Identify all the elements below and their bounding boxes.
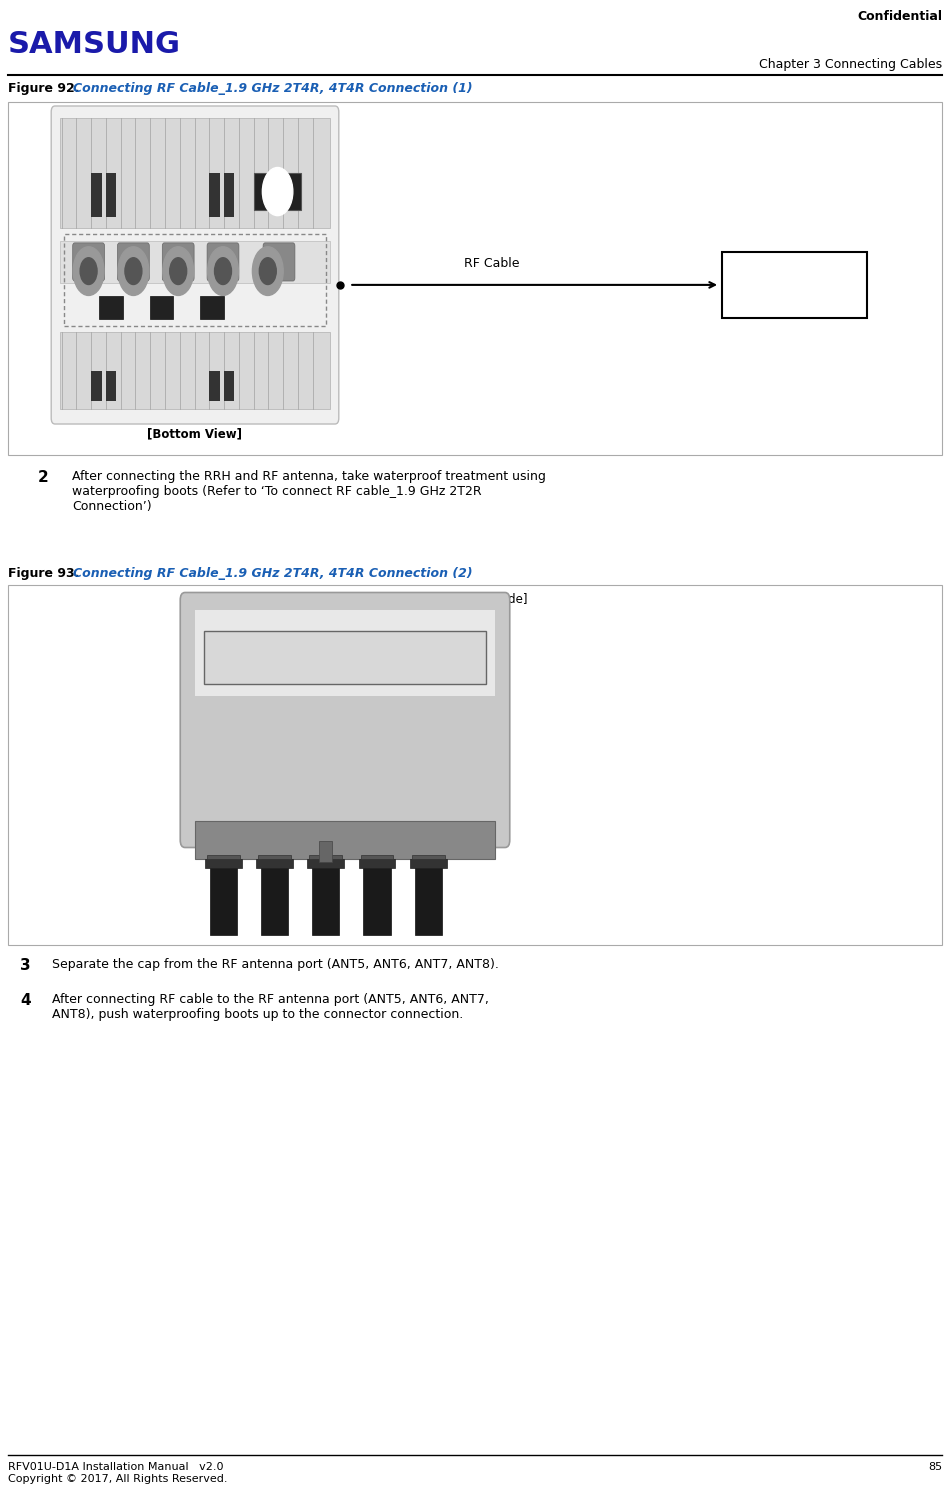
Bar: [359, 859, 395, 868]
Bar: [310, 854, 342, 859]
Text: RFV01U-D1A Installation Manual   v2.0
Copyright © 2017, All Rights Reserved.: RFV01U-D1A Installation Manual v2.0 Copy…: [8, 1462, 227, 1483]
Circle shape: [125, 258, 142, 285]
Bar: [411, 854, 445, 859]
Bar: [722, 252, 867, 318]
Bar: [209, 371, 219, 401]
Text: Separate the cap from the RF antenna port (ANT5, ANT6, ANT7, ANT8).: Separate the cap from the RF antenna por…: [52, 958, 499, 971]
Bar: [361, 854, 393, 859]
Text: [Bottom View]: [Bottom View]: [147, 426, 242, 440]
Bar: [209, 173, 219, 218]
Text: 2: 2: [38, 470, 48, 485]
Bar: [207, 854, 239, 859]
Bar: [224, 371, 235, 401]
FancyBboxPatch shape: [118, 243, 149, 281]
Bar: [149, 296, 173, 320]
Bar: [313, 859, 339, 935]
Text: 85: 85: [928, 1462, 942, 1472]
Text: Connecting RF Cable_1.9 GHz 2T4R, 4T4R Connection (1): Connecting RF Cable_1.9 GHz 2T4R, 4T4R C…: [73, 83, 473, 95]
Bar: [205, 859, 241, 868]
Circle shape: [80, 258, 97, 285]
Bar: [64, 234, 327, 326]
Bar: [60, 119, 331, 228]
Text: 3: 3: [20, 958, 30, 973]
FancyBboxPatch shape: [162, 243, 194, 281]
Bar: [204, 632, 485, 684]
Circle shape: [262, 168, 293, 216]
Bar: [261, 859, 288, 935]
Bar: [8, 585, 942, 946]
Bar: [258, 854, 291, 859]
Bar: [106, 173, 116, 218]
Bar: [195, 609, 495, 696]
Bar: [60, 240, 331, 284]
Bar: [256, 859, 293, 868]
Bar: [224, 173, 235, 218]
Text: Figure 93.: Figure 93.: [8, 567, 84, 579]
Bar: [308, 859, 344, 868]
FancyBboxPatch shape: [207, 243, 238, 281]
Bar: [60, 332, 331, 408]
Text: Confidential: Confidential: [857, 11, 942, 23]
FancyBboxPatch shape: [180, 593, 510, 848]
Text: Connecting RF Cable_1.9 GHz 2T4R, 4T4R Connection (2): Connecting RF Cable_1.9 GHz 2T4R, 4T4R C…: [73, 567, 473, 579]
Bar: [200, 296, 223, 320]
Text: After connecting the RRH and RF antenna, take waterproof treatment using
waterpr: After connecting the RRH and RF antenna,…: [72, 470, 546, 513]
Text: Chapter 3 Connecting Cables: Chapter 3 Connecting Cables: [759, 59, 942, 71]
Circle shape: [170, 258, 186, 285]
Text: RF Cable: RF Cable: [465, 257, 520, 270]
Circle shape: [259, 258, 276, 285]
Bar: [106, 371, 116, 401]
FancyBboxPatch shape: [51, 107, 339, 423]
Text: 4: 4: [20, 994, 30, 1009]
Circle shape: [118, 246, 149, 296]
Bar: [91, 173, 102, 218]
FancyBboxPatch shape: [263, 243, 294, 281]
Circle shape: [253, 246, 283, 296]
Circle shape: [215, 258, 232, 285]
Text: SAMSUNG: SAMSUNG: [8, 30, 181, 59]
Text: Figure 92.: Figure 92.: [8, 83, 84, 95]
Circle shape: [208, 246, 238, 296]
Bar: [364, 859, 390, 935]
Bar: [254, 173, 301, 210]
Bar: [99, 296, 123, 320]
Text: [RF Antenna]: [RF Antenna]: [301, 651, 389, 663]
Bar: [8, 102, 942, 455]
FancyBboxPatch shape: [73, 243, 104, 281]
Circle shape: [162, 246, 194, 296]
Bar: [319, 841, 332, 862]
Text: [RF Antenna side]: [RF Antenna side]: [422, 591, 528, 605]
Bar: [91, 371, 102, 401]
Bar: [210, 859, 237, 935]
Bar: [414, 859, 442, 935]
Text: After connecting RF cable to the RF antenna port (ANT5, ANT6, ANT7,
ANT8), push : After connecting RF cable to the RF ante…: [52, 994, 489, 1021]
Bar: [409, 859, 446, 868]
Circle shape: [73, 246, 104, 296]
Bar: [195, 821, 495, 859]
Text: RF Antenna: RF Antenna: [753, 278, 835, 291]
